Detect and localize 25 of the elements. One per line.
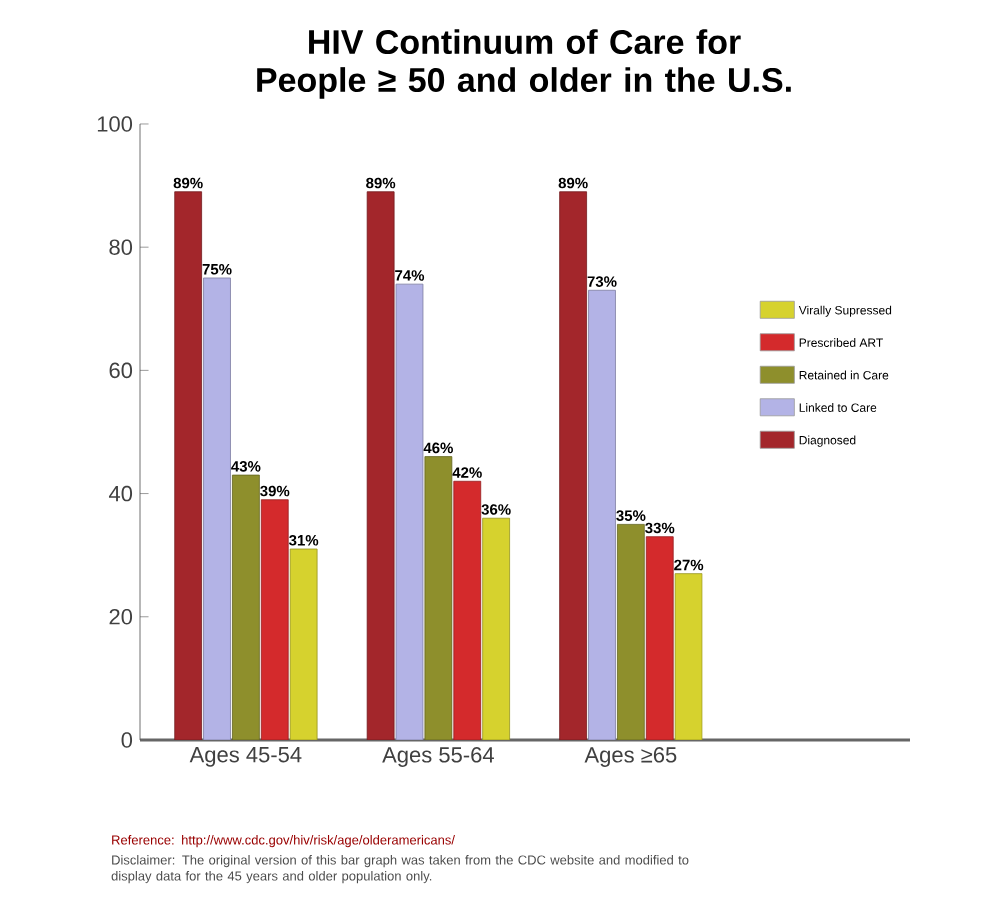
y-tick-label: 80 <box>109 239 133 255</box>
bar <box>645 536 674 740</box>
bar <box>232 474 260 740</box>
bar <box>453 480 482 740</box>
y-tick-label: 0 <box>121 732 133 748</box>
bar <box>203 277 231 740</box>
x-tick-label: Ages ≥65 <box>584 747 677 767</box>
bar <box>674 573 703 740</box>
bar <box>559 191 588 740</box>
x-tick-label: Ages 55-64 <box>382 747 494 767</box>
bar <box>289 548 318 740</box>
chart-title: HIV Continuum of Care for People ≥ 50 and older in the U.S. <box>257 29 791 99</box>
y-tick-label: 100 <box>97 116 133 132</box>
y-tick-label: 60 <box>109 362 133 379</box>
x-tick-label: Ages 45-54 <box>189 747 302 767</box>
y-tick-label: 40 <box>108 485 133 502</box>
y-tick-label: 20 <box>109 609 133 625</box>
bar <box>260 499 289 740</box>
bar <box>482 517 511 740</box>
bar <box>366 191 395 740</box>
bar <box>588 289 616 740</box>
bar <box>174 191 203 740</box>
bar <box>617 523 645 740</box>
bar <box>424 456 453 740</box>
bar <box>395 283 424 740</box>
